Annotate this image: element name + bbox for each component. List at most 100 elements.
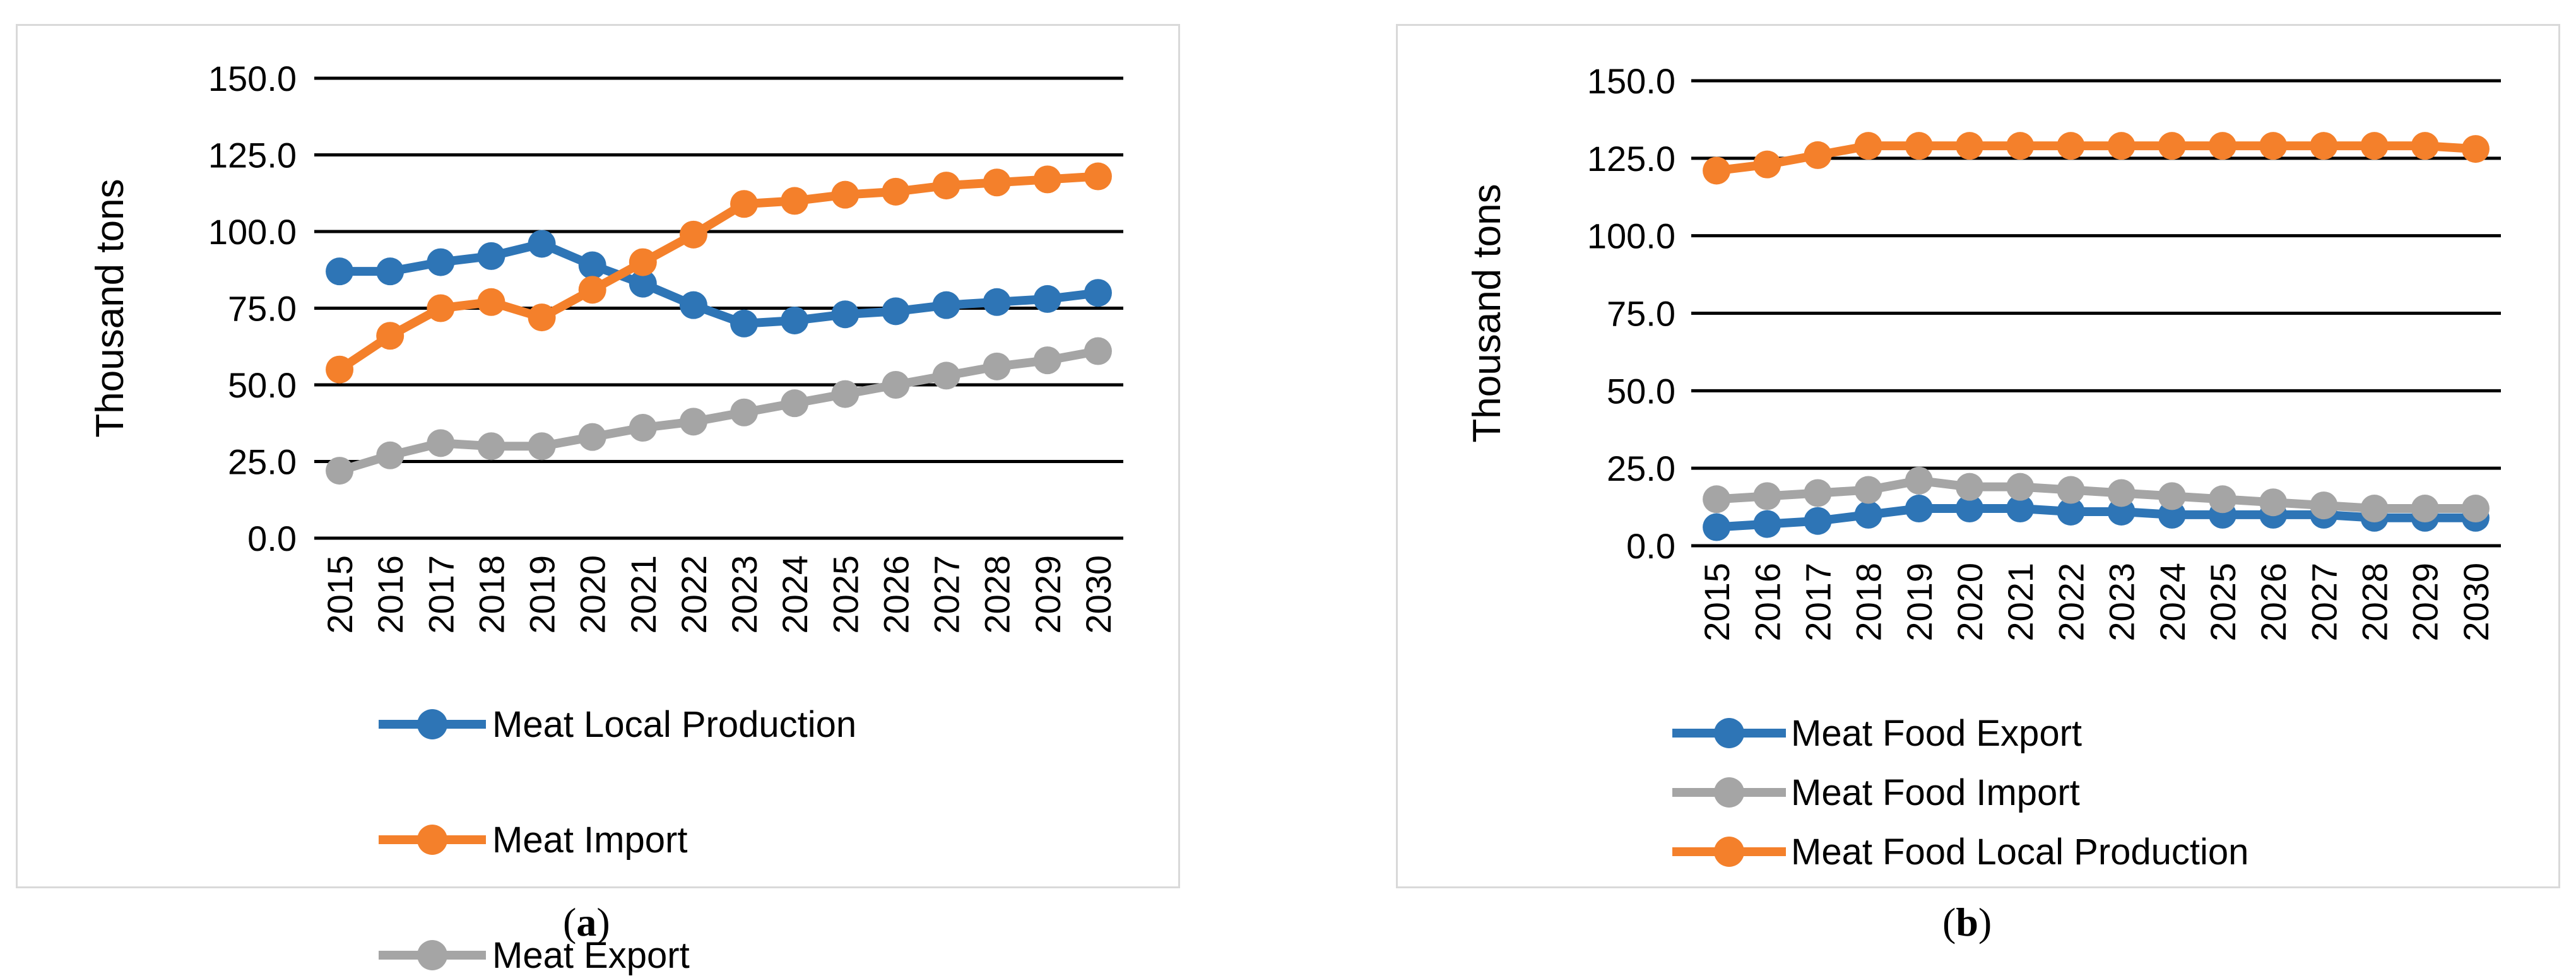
chart-b-x-tick-label: 2016: [1747, 563, 1787, 642]
chart-a-series-0-point: [326, 257, 354, 286]
chart-b-series-2-point: [2259, 132, 2288, 160]
chart-a-series-0-point: [1084, 279, 1112, 307]
chart-b-legend-marker-0: [1714, 718, 1744, 748]
chart-a-legend-label-1: Meat Import: [492, 820, 687, 861]
chart-b-x-tick-label: 2026: [2254, 563, 2293, 642]
chart-a-y-tick-label: 0.0: [247, 519, 297, 558]
chart-a-x-tick-label: 2030: [1078, 555, 1118, 634]
chart-b-x-tick-label: 2021: [2000, 563, 2040, 642]
chart-a-x-tick-label: 2024: [775, 555, 815, 634]
chart-a-series-2-point: [578, 423, 606, 451]
chart-b-y-tick-label: 75.0: [1607, 294, 1675, 334]
chart-a-x-tick-label: 2027: [927, 555, 967, 634]
caption-b: (b): [1942, 900, 1992, 944]
chart-a-series-1-point: [326, 355, 354, 384]
chart-a-series-2-point: [781, 389, 809, 418]
chart-a-series-0-point: [882, 297, 910, 326]
chart-b-series-1-point: [1804, 479, 1832, 507]
chart-a-x-tick-label: 2029: [1028, 555, 1068, 634]
chart-b-series-1-point: [1854, 476, 1882, 504]
chart-b-series-1-point: [2310, 491, 2338, 520]
chart-b-series-2-point: [1905, 132, 1933, 160]
chart-panel-a: [16, 24, 1180, 888]
chart-b-series-1-point: [2057, 476, 2085, 504]
chart-a-legend-marker-1: [417, 825, 447, 855]
chart-b-series-1-point: [1753, 482, 1781, 510]
chart-a-series-1-point: [427, 294, 455, 322]
chart-a-x-tick-label: 2028: [978, 555, 1017, 634]
chart-a-series-2-point: [932, 362, 960, 390]
chart-b-legend-marker-2: [1714, 837, 1744, 867]
chart-b-legend-label-1: Meat Food Import: [1791, 772, 2080, 813]
chart-a-y-tick-label: 50.0: [228, 365, 297, 405]
chart-a-series-1-point: [1084, 162, 1112, 191]
chart-a-series-2-point: [376, 441, 405, 469]
chart-a-series-line-1: [337, 172, 1099, 373]
chart-a-series-2-point: [679, 408, 707, 436]
chart-a-series-1-point: [781, 187, 809, 215]
chart-b-series-0-point: [1804, 507, 1832, 535]
chart-a-series-line-2: [338, 346, 1099, 475]
chart-a-series-1-point: [831, 180, 860, 209]
chart-b-legend-marker-1: [1714, 777, 1744, 808]
chart-a-series-0-point: [781, 306, 809, 334]
chart-a-legend-label-2: Meat Export: [492, 935, 690, 976]
chart-a-series-0-point: [578, 251, 606, 279]
chart-b-x-tick-label: 2025: [2203, 563, 2243, 642]
chart-b-y-tick-label: 125.0: [1587, 139, 1675, 179]
chart-a-series-2-point: [1033, 346, 1061, 375]
chart-a-y-tick-label: 100.0: [208, 212, 297, 252]
chart-b-series-2-point: [2411, 132, 2439, 160]
chart-a-x-tick-label: 2025: [825, 555, 865, 634]
chart-b-y-tick-label: 150.0: [1587, 61, 1675, 101]
caption-a: (a): [563, 900, 610, 944]
chart-a-y-tick-label: 150.0: [208, 59, 297, 98]
chart-b-y-axis-title: Thousand tons: [1465, 184, 1509, 442]
chart-b-series-2-point: [2057, 132, 2085, 160]
chart-a-series-1-point: [629, 248, 657, 276]
chart-a-series-1-point: [730, 190, 759, 218]
chart-b-x-tick-label: 2019: [1900, 563, 1939, 642]
chart-b-series-1-point: [1905, 466, 1933, 495]
chart-b-series-2-point: [1804, 141, 1832, 169]
chart-b-x-tick-label: 2024: [2153, 563, 2192, 642]
chart-b-x-tick-label: 2030: [2456, 563, 2496, 642]
chart-b-series-2-point: [2107, 132, 2136, 160]
chart-b-x-tick-label: 2027: [2304, 563, 2344, 642]
chart-b-series-1-point: [2158, 482, 2186, 510]
chart-b-series-1-point: [2208, 485, 2236, 514]
chart-a-x-tick-label: 2016: [370, 555, 410, 634]
chart-a-x-tick-label: 2019: [523, 555, 562, 634]
chart-b-series-2-point: [1854, 132, 1882, 160]
chart-b-series-2-point: [2461, 135, 2490, 163]
chart-a-series-0-point: [932, 291, 960, 319]
chart-a-series-2-point: [427, 429, 455, 457]
chart-a-series-1-point: [932, 172, 960, 200]
chart-b-x-tick-label: 2022: [2051, 563, 2091, 642]
chart-b-series-2-point: [2006, 132, 2035, 160]
chart-a-y-tick-label: 125.0: [208, 136, 297, 175]
chart-a-series-2-point: [882, 371, 910, 399]
chart-a-y-axis-title: Thousand tons: [88, 179, 132, 437]
chart-a-series-1-point: [679, 220, 707, 249]
chart-a-series-2-point: [326, 457, 354, 485]
chart-b-series-1-point: [2259, 488, 2288, 517]
chart-a-series-0-point: [831, 300, 860, 329]
chart-a-series-0-point: [477, 242, 505, 270]
chart-b-series-2-point: [1956, 132, 1984, 160]
chart-b-series-line-1: [1716, 476, 2476, 514]
chart-b-series-1-point: [2411, 495, 2439, 523]
chart-b-series-2-point: [2158, 132, 2186, 160]
chart-b-series-1-point: [2107, 479, 2136, 507]
chart-a-series-2-point: [730, 398, 759, 426]
chart-b-x-tick-label: 2017: [1798, 563, 1838, 642]
chart-a-series-2-point: [831, 380, 860, 408]
chart-b-series-2-point: [2310, 132, 2338, 160]
chart-a-series-0-point: [679, 291, 707, 319]
chart-b-series-2-point: [1753, 150, 1781, 179]
chart-a-legend-marker-2: [417, 940, 447, 970]
chart-a-series-0-point: [1033, 285, 1061, 313]
chart-a-series-1-point: [528, 303, 556, 332]
chart-a-series-2-point: [629, 414, 657, 442]
